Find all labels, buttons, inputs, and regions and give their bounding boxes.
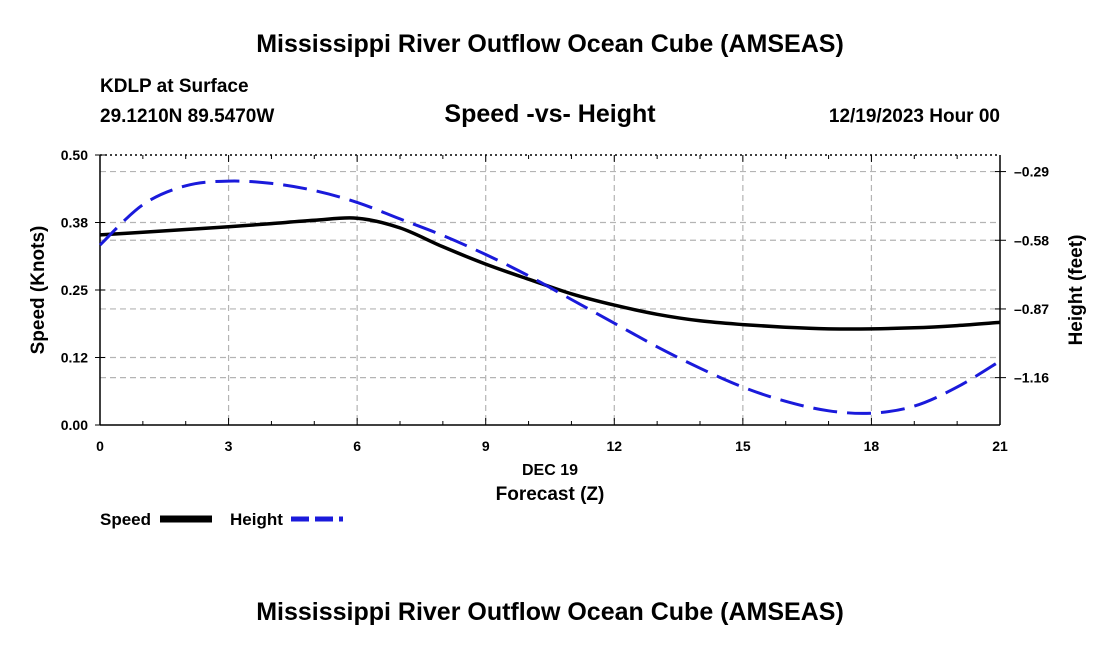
y-tick-label: 0.50 xyxy=(61,147,88,163)
y-tick-label: 0.38 xyxy=(61,215,88,231)
y-tick-label: 0.00 xyxy=(61,417,88,433)
chart-title: Mississippi River Outflow Ocean Cube (AM… xyxy=(256,30,844,58)
footer-title: Mississippi River Outflow Ocean Cube (AM… xyxy=(256,598,844,626)
y2-axis-label: Height (feet) xyxy=(1066,235,1087,346)
forecast-datetime: 12/19/2023 Hour 00 xyxy=(828,106,1000,127)
x-tick-label: 3 xyxy=(225,438,233,454)
station-label: KDLP at Surface xyxy=(100,76,249,97)
x-tick-label: 12 xyxy=(606,438,622,454)
y-tick-label: 0.25 xyxy=(61,282,88,298)
y2-tick-label: –0.58 xyxy=(1014,232,1049,248)
x-tick-label: 0 xyxy=(96,438,104,454)
x-axis-date-label: DEC 19 xyxy=(522,462,578,479)
speed-series-line xyxy=(99,216,1001,331)
x-tick-label: 9 xyxy=(482,438,490,454)
legend-height-label: Height xyxy=(230,510,283,529)
x-tick-label: 21 xyxy=(992,438,1008,454)
x-tick-label: 18 xyxy=(864,438,880,454)
x-tick-label: 6 xyxy=(353,438,361,454)
height-series-line xyxy=(98,179,1001,415)
chart-subtitle: Speed -vs- Height xyxy=(444,100,656,128)
legend-speed-label: Speed xyxy=(100,510,151,529)
y2-tick-label: –0.87 xyxy=(1014,301,1049,317)
y-axis-label: Speed (Knots) xyxy=(28,226,49,355)
y-tick-label: 0.12 xyxy=(61,350,88,366)
station-coordinates: 29.1210N 89.5470W xyxy=(100,106,275,127)
y2-tick-label: –0.29 xyxy=(1014,164,1049,180)
y2-tick-label: –1.16 xyxy=(1014,370,1049,386)
x-axis-label: Forecast (Z) xyxy=(496,484,605,505)
x-tick-label: 15 xyxy=(735,438,751,454)
